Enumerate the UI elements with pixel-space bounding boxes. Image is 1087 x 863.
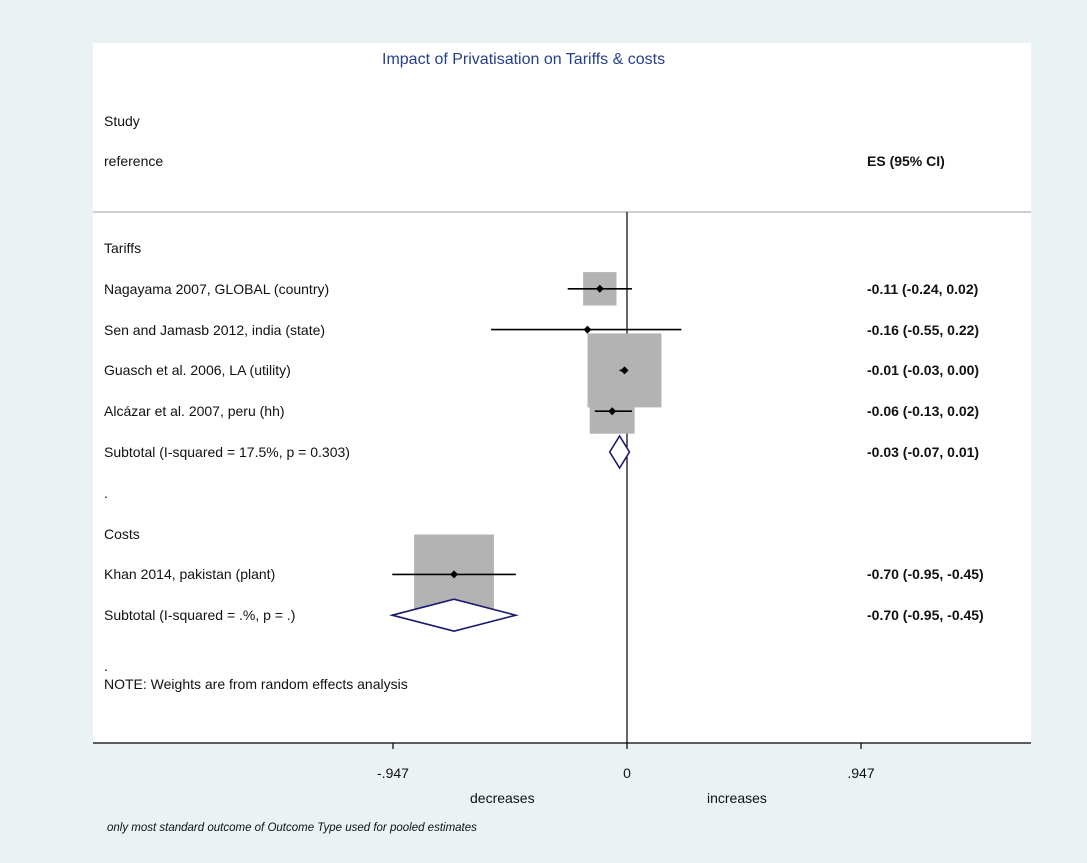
x-axis-left-label: decreases <box>470 790 535 806</box>
x-tick-label: .947 <box>847 765 875 781</box>
group-label: Costs <box>104 525 140 542</box>
point-estimate <box>583 325 592 334</box>
subtotal-diamond <box>608 434 631 470</box>
header-es-label: ES (95% CI) <box>867 153 945 169</box>
es-ci-value: -0.06 (-0.13, 0.02) <box>867 403 980 420</box>
point-estimate <box>620 366 629 375</box>
weights-note: NOTE: Weights are from random effects an… <box>104 676 408 692</box>
header-study: Study <box>104 113 140 129</box>
es-ci-value: -0.03 (-0.07, 0.01) <box>867 444 980 460</box>
row-label: Nagayama 2007, GLOBAL (country) <box>104 280 330 297</box>
point-estimate <box>608 407 617 416</box>
row-label: Alcázar et al. 2007, peru (hh) <box>104 403 285 420</box>
plot-panel <box>93 43 1031 743</box>
es-ci-value: -0.01 (-0.03, 0.00) <box>867 362 980 379</box>
x-tick-label: 0 <box>623 765 631 781</box>
row-label: Sen and Jamasb 2012, india (state) <box>104 321 326 338</box>
es-ci-value: -0.11 (-0.24, 0.02) <box>867 280 979 297</box>
x-tick-label: -.947 <box>377 765 409 781</box>
es-ci-value: -0.16 (-0.55, 0.22) <box>867 321 980 338</box>
es-ci-value: -0.70 (-0.95, -0.45) <box>867 607 984 624</box>
row-label: Khan 2014, pakistan (plant) <box>104 566 276 583</box>
row-label: Subtotal (I-squared = 17.5%, p = 0.303) <box>104 444 350 460</box>
subtotal-diamond <box>389 598 519 633</box>
point-estimate <box>450 570 459 579</box>
header-reference: reference <box>104 153 164 169</box>
x-axis-right-label: increases <box>707 790 767 806</box>
spacer-dot: . <box>104 484 108 501</box>
chart-title: Impact of Privatisation on Tariffs & cos… <box>382 51 666 68</box>
footnote: only most standard outcome of Outcome Ty… <box>107 822 477 834</box>
row-label: Subtotal (I-squared = .%, p = .) <box>104 607 296 624</box>
row-label: Guasch et al. 2006, LA (utility) <box>104 362 291 379</box>
es-ci-value: -0.70 (-0.95, -0.45) <box>867 566 984 583</box>
group-label: Tariffs <box>104 240 142 256</box>
point-estimate <box>595 284 604 293</box>
note-dot: . <box>104 658 108 674</box>
